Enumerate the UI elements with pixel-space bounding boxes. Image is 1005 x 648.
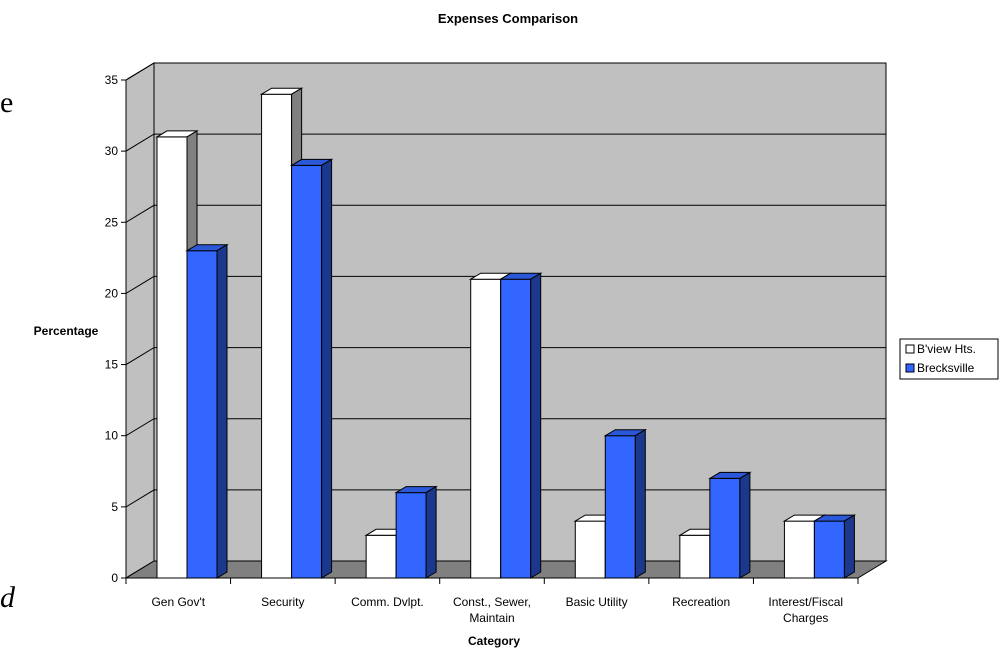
bar-side	[216, 243, 228, 579]
bar	[289, 158, 334, 579]
legend-swatch-bview	[905, 344, 915, 354]
x-tick-label: Security	[261, 595, 304, 609]
bar-side	[530, 272, 542, 579]
legend-label-brecksville: Brecksville	[917, 361, 975, 375]
bar	[812, 514, 857, 579]
chart-title: Expenses Comparison	[438, 11, 578, 26]
y-tick-label: 20	[105, 286, 119, 300]
gridline	[125, 62, 886, 81]
bar-face	[186, 250, 218, 579]
gridline	[125, 204, 886, 223]
bar-face	[261, 93, 293, 579]
bar-face	[679, 534, 711, 579]
y-tick-label: 15	[105, 358, 119, 372]
x-tick-label: Const., Sewer, Maintain	[453, 595, 531, 625]
bar	[708, 471, 752, 579]
bar	[603, 428, 648, 579]
bar	[498, 272, 543, 579]
bar-side	[739, 471, 751, 579]
x-axis-label: Category	[468, 634, 520, 648]
y-tick-label: 10	[105, 429, 119, 443]
bar-face	[574, 520, 606, 579]
gridline	[125, 133, 886, 152]
x-tick-label: Basic Utility	[566, 595, 628, 609]
gridline	[125, 275, 886, 294]
chart-axes-layer: 0 5 10 15 20 25 30 35 Gen Gov't Security Comm. Dvl…	[105, 73, 859, 625]
bar-face	[783, 520, 815, 579]
legend: B'view Hts. Brecksville	[899, 338, 999, 380]
x-tick-label: Interest/Fiscal Charges	[768, 595, 843, 625]
bar-face	[709, 477, 741, 579]
y-tick-label: 0	[111, 571, 118, 585]
legend-swatch-brecksville	[905, 363, 915, 373]
y-tick-label: 25	[105, 215, 119, 229]
x-tick-label: Gen Gov't	[151, 595, 205, 609]
plot-side-wall	[125, 62, 155, 579]
bar	[185, 243, 229, 579]
y-tick-label: 5	[111, 500, 118, 514]
y-tick-label: 30	[105, 144, 119, 158]
bar-face	[395, 492, 427, 579]
gridline	[125, 418, 886, 437]
bar-face	[604, 435, 636, 579]
legend-box	[899, 338, 999, 380]
legend-label-bview: B'view Hts.	[917, 342, 976, 356]
bar-side	[843, 514, 855, 579]
cropped-text-fragment-top: e	[0, 86, 13, 119]
bar-side	[634, 428, 646, 579]
bar-face	[470, 278, 502, 579]
bar-face	[500, 278, 532, 579]
gridline	[125, 347, 886, 366]
cropped-text-fragment-bottom: d	[0, 581, 16, 614]
chart-bars-layer	[155, 87, 857, 579]
bar	[394, 485, 438, 579]
bar-face	[813, 520, 845, 579]
x-tick-label: Comm. Dvlpt.	[351, 595, 424, 609]
bar-face	[291, 164, 323, 579]
bar-side	[425, 485, 437, 579]
y-tick-label: 35	[105, 73, 119, 87]
bar-face	[365, 534, 397, 579]
y-axis-label: Percentage	[34, 324, 99, 338]
x-tick-label: Recreation	[672, 595, 730, 609]
bar-face	[156, 136, 188, 579]
bar-side	[321, 158, 333, 579]
